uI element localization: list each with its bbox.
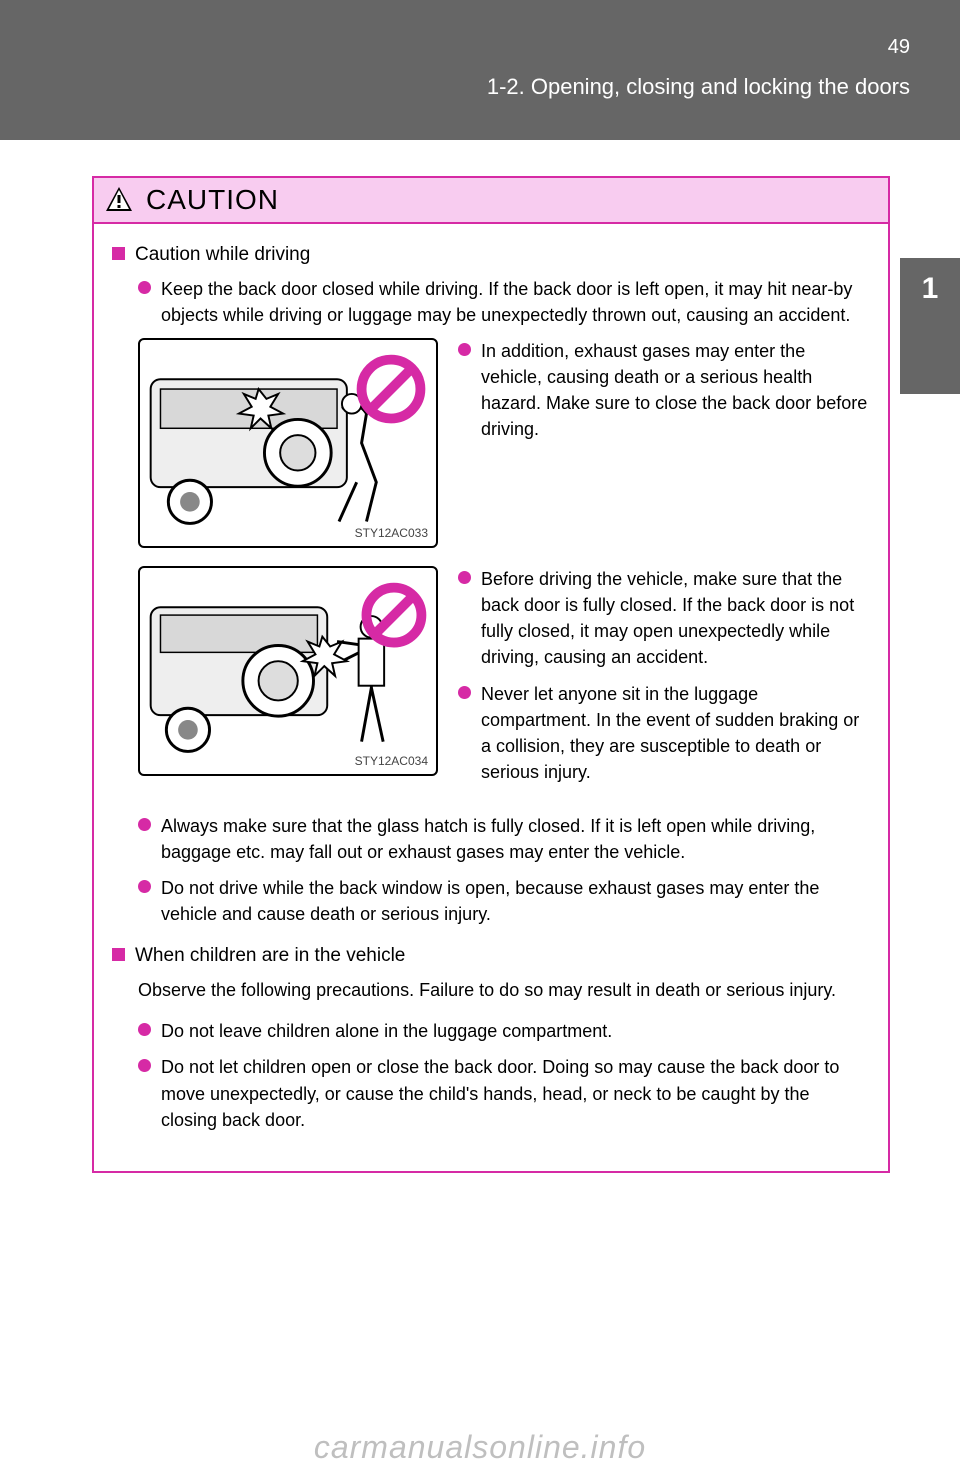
bullet-img1-text: In addition, exhaust gases may enter the… [481,338,870,442]
section-title: 1-2. Opening, closing and locking the do… [487,74,910,100]
bullet-intro: Keep the back door closed while driving.… [138,276,870,328]
bullet-post-a: Always make sure that the glass hatch is… [138,813,870,865]
bullet-img2a: Before driving the vehicle, make sure th… [458,566,870,670]
figure-row-1: STY12AC033 In addition, exhaust gases ma… [138,338,870,548]
caution-box: CAUTION Caution while driving Keep the b… [92,176,890,1173]
bullet-children-a: Do not leave children alone in the lugga… [138,1018,870,1044]
diagram-2-code: STY12AC034 [355,754,428,768]
page-number: 49 [888,36,910,59]
round-bullet-icon [458,571,471,584]
square-bullet-icon [112,247,125,260]
bullet-post-b-text: Do not drive while the back window is op… [161,875,870,927]
bullet-img2b-text: Never let anyone sit in the luggage comp… [481,681,870,785]
bullet-post-b: Do not drive while the back window is op… [138,875,870,927]
bullet-children-b-text: Do not let children open or close the ba… [161,1054,870,1132]
round-bullet-icon [458,343,471,356]
side-tab: 1 [900,258,960,394]
bullet-post-a-text: Always make sure that the glass hatch is… [161,813,870,865]
square-bullet-icon [112,948,125,961]
bullet-img2a-text: Before driving the vehicle, make sure th… [481,566,870,670]
round-bullet-icon [138,281,151,294]
section2-intro: Observe the following precautions. Failu… [138,977,870,1004]
section2-heading-text: When children are in the vehicle [135,945,405,966]
header-band: 49 1-2. Opening, closing and locking the… [0,0,960,140]
round-bullet-icon [138,1023,151,1036]
section-heading-driving: Caution while driving [112,244,870,266]
bullet-intro-text: Keep the back door closed while driving.… [161,276,870,328]
warning-icon [104,185,134,215]
diagram-2: STY12AC034 [138,566,438,776]
side-tab-number: 1 [922,272,939,306]
round-bullet-icon [138,818,151,831]
section-heading-children: When children are in the vehicle [112,945,870,967]
caution-label: CAUTION [146,184,279,216]
diagram-1-code: STY12AC033 [355,526,428,540]
bullet-img2b: Never let anyone sit in the luggage comp… [458,681,870,785]
bullet-children-b: Do not let children open or close the ba… [138,1054,870,1132]
figure-row-2: STY12AC034 Before driving the vehicle, m… [138,566,870,795]
footer-watermark: carmanualsonline.info [0,1429,960,1466]
diagram-1: STY12AC033 [138,338,438,548]
caution-body: Caution while driving Keep the back door… [92,222,890,1173]
round-bullet-icon [138,1059,151,1072]
section1-heading-text: Caution while driving [135,244,310,265]
bullet-img1: In addition, exhaust gases may enter the… [458,338,870,442]
caution-header: CAUTION [92,176,890,222]
bullet-children-a-text: Do not leave children alone in the lugga… [161,1018,870,1044]
round-bullet-icon [458,686,471,699]
round-bullet-icon [138,880,151,893]
